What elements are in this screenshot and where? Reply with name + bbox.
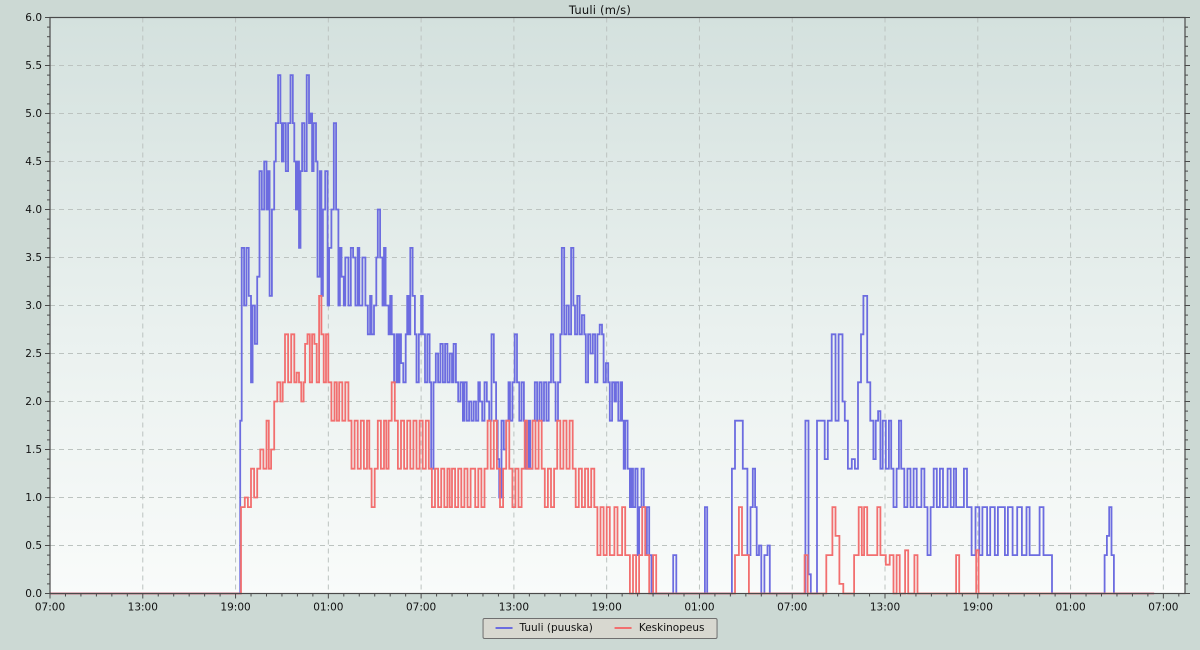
svg-text:0.5: 0.5 [25,540,42,552]
svg-text:3.5: 3.5 [25,252,42,264]
legend-label-average: Keskinopeus [638,622,705,634]
svg-text:19:00: 19:00 [592,602,622,614]
svg-text:4.0: 4.0 [25,204,42,216]
svg-text:07:00: 07:00 [777,602,807,614]
legend-label-gust: Tuuli (puuska) [519,622,593,634]
svg-text:19:00: 19:00 [220,602,250,614]
svg-text:5.0: 5.0 [25,108,42,120]
svg-text:19:00: 19:00 [963,602,993,614]
legend-item-average: Keskinopeus [614,622,705,634]
chart-legend: Tuuli (puuska) Keskinopeus [482,618,718,639]
gust-line-swatch [495,627,513,629]
svg-text:13:00: 13:00 [870,602,900,614]
svg-text:4.5: 4.5 [25,156,42,168]
svg-text:01:00: 01:00 [684,602,714,614]
svg-text:6.0: 6.0 [25,12,42,24]
svg-text:3.0: 3.0 [25,300,42,312]
svg-text:07:00: 07:00 [406,602,436,614]
svg-text:2.5: 2.5 [25,348,42,360]
legend-item-gust: Tuuli (puuska) [495,622,593,634]
svg-text:01:00: 01:00 [313,602,343,614]
svg-text:13:00: 13:00 [128,602,158,614]
svg-text:01:00: 01:00 [1055,602,1085,614]
svg-text:1.5: 1.5 [25,444,42,456]
chart-title: Tuuli (m/s) [568,3,632,17]
svg-text:5.5: 5.5 [25,60,42,72]
svg-text:07:00: 07:00 [35,602,65,614]
svg-text:1.0: 1.0 [25,492,42,504]
svg-text:2.0: 2.0 [25,396,42,408]
svg-text:0.0: 0.0 [25,588,42,600]
svg-text:13:00: 13:00 [499,602,529,614]
average-line-swatch [614,627,632,629]
svg-text:07:00: 07:00 [1148,602,1178,614]
